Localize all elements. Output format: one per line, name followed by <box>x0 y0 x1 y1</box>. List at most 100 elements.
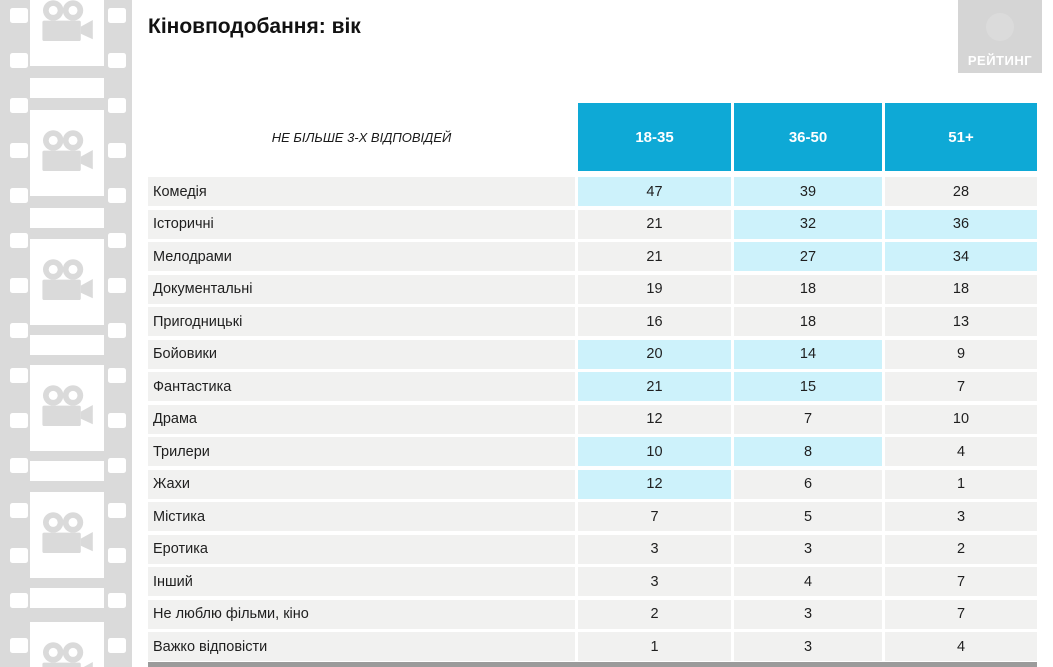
value-cell: 8 <box>734 437 882 466</box>
film-sprocket-hole <box>108 53 126 68</box>
film-sprocket-hole <box>108 368 126 383</box>
table-row: Не люблю фільми, кіно 2 3 7 <box>148 599 1037 629</box>
table-row: Мелодрами 21 27 34 <box>148 242 1037 271</box>
value-cell: 3 <box>578 534 731 564</box>
film-sprocket-hole <box>10 503 28 518</box>
film-sprocket-hole <box>10 143 28 158</box>
film-frame-blank <box>30 461 104 481</box>
value-cell: 28 <box>885 177 1037 206</box>
value-cell: 36 <box>885 209 1037 239</box>
value-cell: 15 <box>734 372 882 401</box>
table-row: Трилери 10 8 4 <box>148 437 1037 466</box>
row-label: Важко відповісти <box>148 632 575 661</box>
table-row: Драма 12 7 10 <box>148 404 1037 434</box>
row-label: Бойовики <box>148 339 575 369</box>
table-row: Бойовики 20 14 9 <box>148 339 1037 369</box>
film-frame-blank <box>30 78 104 98</box>
film-frame-blank <box>30 588 104 608</box>
value-cell: 7 <box>885 567 1037 596</box>
film-sprocket-hole <box>10 638 28 653</box>
value-cell: 19 <box>578 274 731 304</box>
film-sprocket-hole <box>108 323 126 338</box>
column-header-18-35: 18-35 <box>578 103 731 171</box>
film-sprocket-hole <box>108 593 126 608</box>
table-row: Історичні 21 32 36 <box>148 209 1037 239</box>
rating-logo-emblem-icon <box>986 13 1014 41</box>
value-cell: 14 <box>734 339 882 369</box>
value-cell: 21 <box>578 372 731 401</box>
value-cell: 39 <box>734 177 882 206</box>
film-frame <box>30 110 104 196</box>
value-cell: 21 <box>578 209 731 239</box>
movie-camera-icon <box>42 0 93 41</box>
film-sprocket-hole <box>108 233 126 248</box>
value-cell: 16 <box>578 307 731 336</box>
film-sprocket-hole <box>108 98 126 113</box>
value-cell: 1 <box>885 469 1037 499</box>
film-sprocket-hole <box>10 53 28 68</box>
value-cell: 9 <box>885 339 1037 369</box>
row-label: Документальні <box>148 274 575 304</box>
film-frame <box>30 239 104 325</box>
row-label: Фантастика <box>148 372 575 401</box>
value-cell: 4 <box>885 437 1037 466</box>
film-sprocket-hole <box>108 458 126 473</box>
value-cell: 7 <box>885 599 1037 629</box>
film-frame <box>30 365 104 451</box>
table-header: НЕ БІЛЬШЕ 3-Х ВІДПОВІДЕЙ 18-35 36-50 51+ <box>148 103 1037 171</box>
column-header-51plus: 51+ <box>885 103 1037 171</box>
value-cell: 4 <box>734 567 882 596</box>
value-cell: 10 <box>885 404 1037 434</box>
row-label: Драма <box>148 404 575 434</box>
value-cell: 10 <box>578 437 731 466</box>
value-cell: 47 <box>578 177 731 206</box>
rating-logo: РЕЙТИНГ <box>958 0 1042 73</box>
film-frame <box>30 622 104 667</box>
film-sprocket-hole <box>108 8 126 23</box>
film-frame <box>30 492 104 578</box>
value-cell: 34 <box>885 242 1037 271</box>
film-sprocket-hole <box>108 638 126 653</box>
film-sprocket-hole <box>108 548 126 563</box>
value-cell: 6 <box>734 469 882 499</box>
movie-camera-icon <box>42 385 93 426</box>
film-sprocket-hole <box>10 458 28 473</box>
value-cell: 3 <box>734 599 882 629</box>
bottom-divider <box>148 662 1037 667</box>
row-label: Інший <box>148 567 575 596</box>
film-sprocket-hole <box>10 548 28 563</box>
table-row: Документальні 19 18 18 <box>148 274 1037 304</box>
row-label: Комедія <box>148 177 575 206</box>
value-cell: 3 <box>578 567 731 596</box>
row-label: Жахи <box>148 469 575 499</box>
row-label: Мелодрами <box>148 242 575 271</box>
row-label: Пригодницькі <box>148 307 575 336</box>
value-cell: 7 <box>578 502 731 531</box>
table-row: Важко відповісти 1 3 4 <box>148 632 1037 661</box>
film-sprocket-hole <box>108 503 126 518</box>
row-label: Трилери <box>148 437 575 466</box>
film-sprocket-hole <box>10 593 28 608</box>
rating-logo-text: РЕЙТИНГ <box>967 53 1033 68</box>
value-cell: 3 <box>734 534 882 564</box>
value-cell: 3 <box>885 502 1037 531</box>
row-label: Еротика <box>148 534 575 564</box>
value-cell: 3 <box>734 632 882 661</box>
value-cell: 5 <box>734 502 882 531</box>
row-label: Містика <box>148 502 575 531</box>
film-sprocket-hole <box>10 278 28 293</box>
value-cell: 13 <box>885 307 1037 336</box>
table-rows: Комедія 47 39 28 Історичні 21 32 36 Мело… <box>148 177 1037 661</box>
table-row: Фантастика 21 15 7 <box>148 372 1037 401</box>
value-cell: 21 <box>578 242 731 271</box>
value-cell: 7 <box>885 372 1037 401</box>
film-strip <box>0 0 132 667</box>
film-sprocket-hole <box>108 143 126 158</box>
film-sprocket-hole <box>10 413 28 428</box>
row-label: Історичні <box>148 209 575 239</box>
movie-camera-icon <box>42 259 93 300</box>
film-sprocket-hole <box>108 188 126 203</box>
table-row: Інший 3 4 7 <box>148 567 1037 596</box>
film-sprocket-hole <box>10 188 28 203</box>
